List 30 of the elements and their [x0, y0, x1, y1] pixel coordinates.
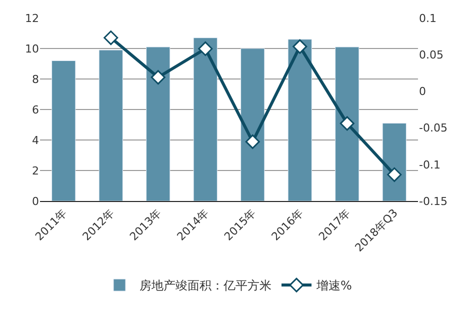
y-tick-label: 0: [32, 194, 39, 208]
bar: [382, 122, 406, 201]
y-tick-label: 2: [32, 164, 39, 178]
legend-label: 房地产竣面积：亿平方米: [140, 278, 272, 293]
y2-tick-label: 0: [419, 85, 426, 98]
point: [150, 70, 166, 85]
y2-tick-label: -0.15: [419, 194, 448, 208]
bar: [52, 60, 76, 201]
y2-tick-label: 0.05: [419, 48, 444, 62]
y2-tick-label: -0.05: [419, 122, 448, 135]
point: [104, 30, 118, 46]
bar: [98, 50, 123, 201]
y-tick-label: 8: [32, 72, 39, 86]
bar: [288, 39, 312, 201]
y2-tick-label: -0.1: [419, 158, 440, 172]
point: [340, 116, 354, 131]
point: [245, 134, 260, 149]
legend-label: 增速%: [316, 278, 352, 293]
y-tick-label: 12: [25, 12, 39, 25]
bar: [335, 46, 360, 201]
bar: [146, 46, 170, 201]
y-tick-label: 6: [32, 103, 39, 116]
point: [198, 41, 213, 56]
point: [292, 39, 308, 54]
bar: [193, 38, 218, 201]
y-tick-label: 10: [25, 42, 39, 56]
y-tick-label: 4: [32, 134, 39, 147]
y2-tick-label: 0.1: [419, 12, 436, 25]
point: [387, 167, 402, 182]
bar: [240, 48, 265, 201]
